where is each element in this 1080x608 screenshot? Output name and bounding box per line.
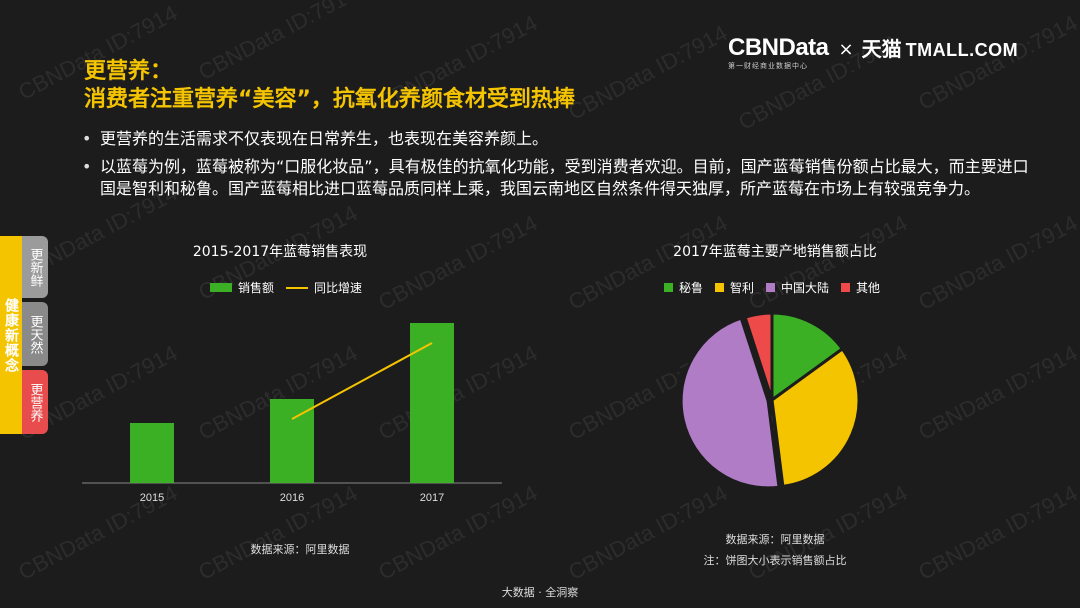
x-tick-label: 2016: [280, 492, 304, 504]
logo-separator: ×: [838, 39, 854, 60]
pie-slice-3: [743, 311, 774, 401]
logo-partner: 天猫 TMALL.COM: [862, 36, 1018, 63]
logo-partner-cn: 天猫: [861, 37, 902, 61]
bar-chart-legend: 销售额 同比增速: [210, 279, 374, 296]
pie-legend-item: 智利: [715, 279, 754, 296]
page-title: 更营养： 消费者注重营养“美容”，抗氧化养颜食材受到热捧: [84, 58, 575, 114]
pie-legend-swatch: [664, 283, 673, 292]
legend-item-growth: 同比增速: [286, 279, 362, 296]
logo-brand: CBNData: [728, 34, 829, 61]
bar-chart-title: 2015-2017年蓝莓销售表现: [192, 244, 368, 260]
pie-slice-2: [679, 316, 781, 490]
side-nav-title: 健康新概念: [0, 236, 22, 434]
legend-swatch-growth: [286, 286, 309, 289]
pie-legend-label: 秘鲁: [679, 281, 704, 295]
cbndata-tmall-logo: CBNData 第一财经商业数据中心 × 天猫 TMALL.COM: [728, 36, 1018, 71]
pie-legend-item: 其他: [841, 279, 880, 296]
legend-label-sales: 销售额: [238, 281, 275, 295]
bar-chart-source: 数据来源：阿里数据: [250, 543, 350, 556]
title-line-1: 更营养：: [84, 59, 173, 84]
side-tab-fresh[interactable]: 更新鲜: [22, 236, 48, 298]
pie-legend-item: 秘鲁: [664, 279, 703, 296]
footer-slogan: 大数据 · 全洞察: [501, 586, 579, 599]
pie-chart-legend: 秘鲁 智利 中国大陆 其他: [664, 279, 892, 296]
pie-chart-source: 数据来源：阿里数据: [725, 533, 825, 546]
legend-item-sales: 销售额: [210, 279, 274, 296]
pie-chart-note: 注：饼图大小表示销售额占比: [703, 554, 847, 567]
pie-chart-title: 2017年蓝莓主要产地销售额占比: [673, 244, 877, 260]
pie-legend-label: 智利: [730, 281, 755, 295]
pie-legend-label: 其他: [856, 281, 881, 295]
pie-legend-swatch: [715, 283, 725, 292]
bullet-item: 以蓝莓为例，蓝莓被称为“口服化妆品”，具有极佳的抗氧化功能，受到消费者欢迎。目前…: [80, 156, 1040, 200]
pie-slice-0: [770, 311, 845, 403]
bar-2017: [410, 323, 454, 483]
bar-2016: [270, 399, 314, 483]
growth-line: [291, 342, 433, 420]
logo-brand-sub: 第一财经商业数据中心: [728, 62, 808, 70]
x-tick-label: 2017: [420, 492, 444, 504]
title-line-2: 消费者注重营养“美容”，抗氧化养颜食材受到热捧: [84, 87, 575, 112]
side-tab-nutrition[interactable]: 更营养: [22, 370, 48, 434]
bar-2015: [130, 423, 174, 483]
legend-swatch-sales: [210, 283, 232, 292]
logo-partner-en: TMALL.COM: [905, 40, 1019, 60]
bullet-list: 更营养的生活需求不仅表现在日常养生，也表现在美容养颜上。 以蓝莓为例，蓝莓被称为…: [80, 128, 1040, 206]
pie-legend-swatch: [841, 283, 851, 292]
pie-legend-item: 中国大陆: [766, 279, 829, 296]
pie-legend-label: 中国大陆: [781, 281, 830, 295]
legend-label-growth: 同比增速: [314, 281, 363, 295]
pie-legend-swatch: [766, 283, 776, 292]
pie-slice-1: [770, 346, 861, 488]
x-tick-label: 2015: [140, 492, 164, 504]
side-tab-natural[interactable]: 更天然: [22, 302, 48, 366]
bullet-item: 更营养的生活需求不仅表现在日常养生，也表现在美容养颜上。: [80, 128, 1040, 150]
